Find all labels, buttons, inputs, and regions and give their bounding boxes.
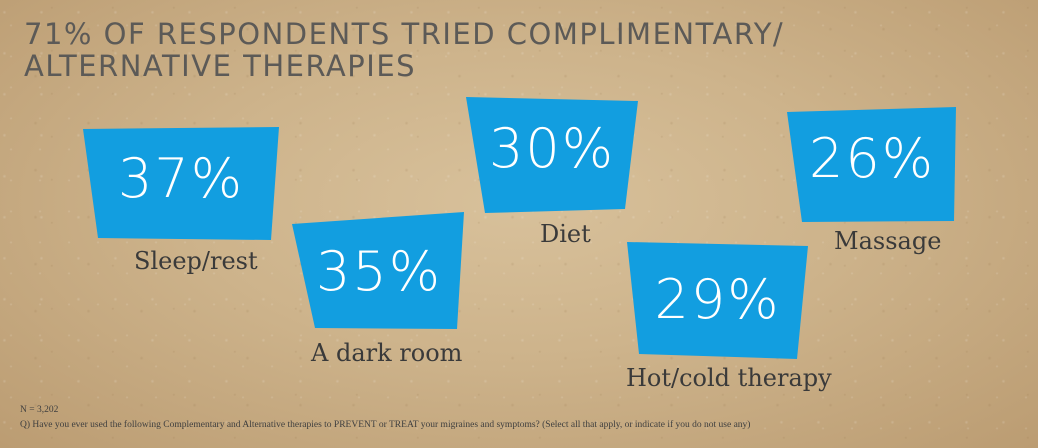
stat-card-dark-room: 35%	[292, 212, 466, 330]
stat-value-hot-cold: 29%	[654, 268, 781, 331]
stat-card-hot-cold: 29%	[627, 242, 808, 360]
stat-label-sleep-rest: Sleep/rest	[134, 247, 258, 275]
survey-question-note: Q) Have you ever used the following Comp…	[20, 420, 751, 430]
stat-card-shape	[466, 97, 638, 213]
stat-card-shape	[627, 242, 808, 359]
stat-card-shape	[292, 212, 464, 329]
stat-label-hot-cold: Hot/cold therapy	[626, 364, 832, 392]
stat-card-massage: 26%	[787, 107, 957, 222]
page-title: 71% OF RESPONDENTS TRIED COMPLIMENTARY/ …	[24, 18, 784, 82]
title-line-2: ALTERNATIVE THERAPIES	[24, 49, 417, 83]
stat-value-dark-room: 35%	[315, 240, 443, 303]
stat-value-diet: 30%	[488, 117, 616, 180]
stat-value-massage: 26%	[808, 127, 936, 190]
title-line-1: 71% OF RESPONDENTS TRIED COMPLIMENTARY/	[24, 17, 785, 51]
stat-card-diet: 30%	[466, 97, 638, 214]
stat-card-shape	[787, 107, 956, 222]
stat-label-dark-room: A dark room	[311, 339, 463, 367]
stat-label-diet: Diet	[540, 220, 591, 248]
stat-card-shape	[83, 127, 279, 240]
sample-size-note: N = 3,202	[20, 405, 59, 415]
stat-value-sleep-rest: 37%	[117, 147, 245, 210]
stat-card-sleep-rest: 37%	[83, 127, 279, 241]
stat-label-massage: Massage	[834, 227, 942, 255]
